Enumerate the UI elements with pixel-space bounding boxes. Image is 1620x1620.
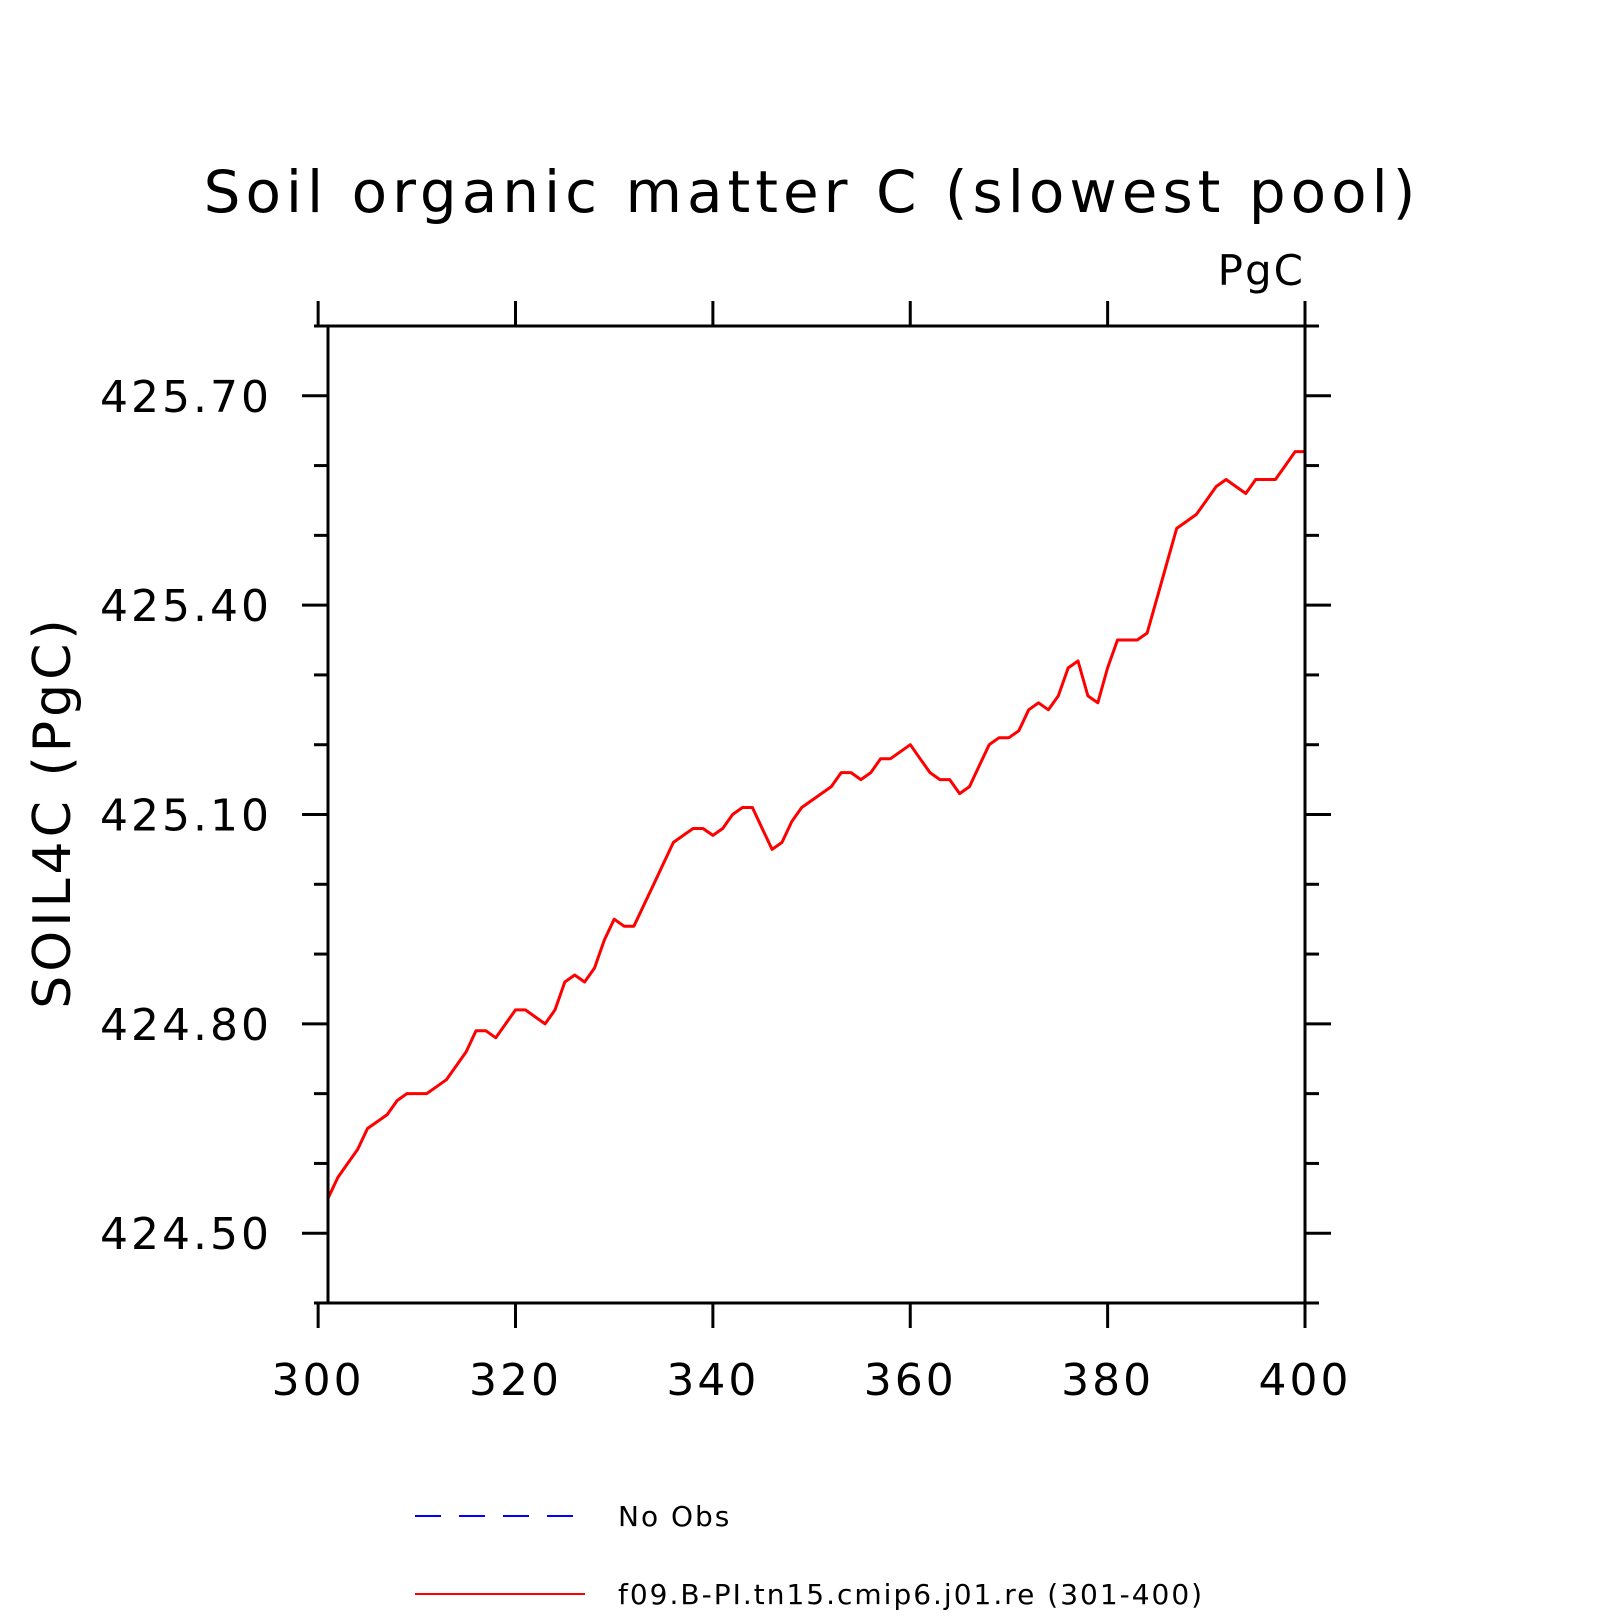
y-tick-label: 425.10 — [100, 791, 272, 842]
series-line-1 — [326, 450, 1305, 1199]
plot-frame — [326, 324, 1307, 1305]
x-tick-label: 360 — [864, 1355, 957, 1406]
x-tick-label: 380 — [1061, 1355, 1154, 1406]
x-tick-label: 320 — [469, 1355, 562, 1406]
legend: No Obs f09.B-PI.tn15.cmip6.j01.re (301-4… — [415, 1500, 1204, 1611]
y-axis-tick-labels: 424.50 424.80 425.10 425.40 425.70 — [100, 372, 272, 1260]
y-tick-label: 425.40 — [100, 581, 272, 632]
y-axis-label: SOIL4C (PgC) — [23, 615, 83, 1008]
legend-label-model: f09.B-PI.tn15.cmip6.j01.re (301-400) — [618, 1578, 1204, 1611]
x-axis-tick-labels: 300 320 340 360 380 400 — [272, 1355, 1352, 1406]
x-tick-label: 300 — [272, 1355, 365, 1406]
x-axis-ticks — [316, 301, 1307, 1328]
chart-title: Soil organic matter C (slowest pool) — [204, 158, 1421, 226]
legend-label-no-obs: No Obs — [618, 1500, 731, 1533]
units-label: PgC — [1218, 246, 1305, 295]
plot-lines — [326, 450, 1305, 1199]
y-tick-label: 424.50 — [100, 1209, 272, 1260]
y-axis-ticks — [302, 324, 1331, 1305]
y-tick-label: 424.80 — [100, 1000, 272, 1051]
x-tick-label: 340 — [666, 1355, 759, 1406]
x-tick-label: 400 — [1259, 1355, 1352, 1406]
y-tick-label: 425.70 — [100, 372, 272, 423]
